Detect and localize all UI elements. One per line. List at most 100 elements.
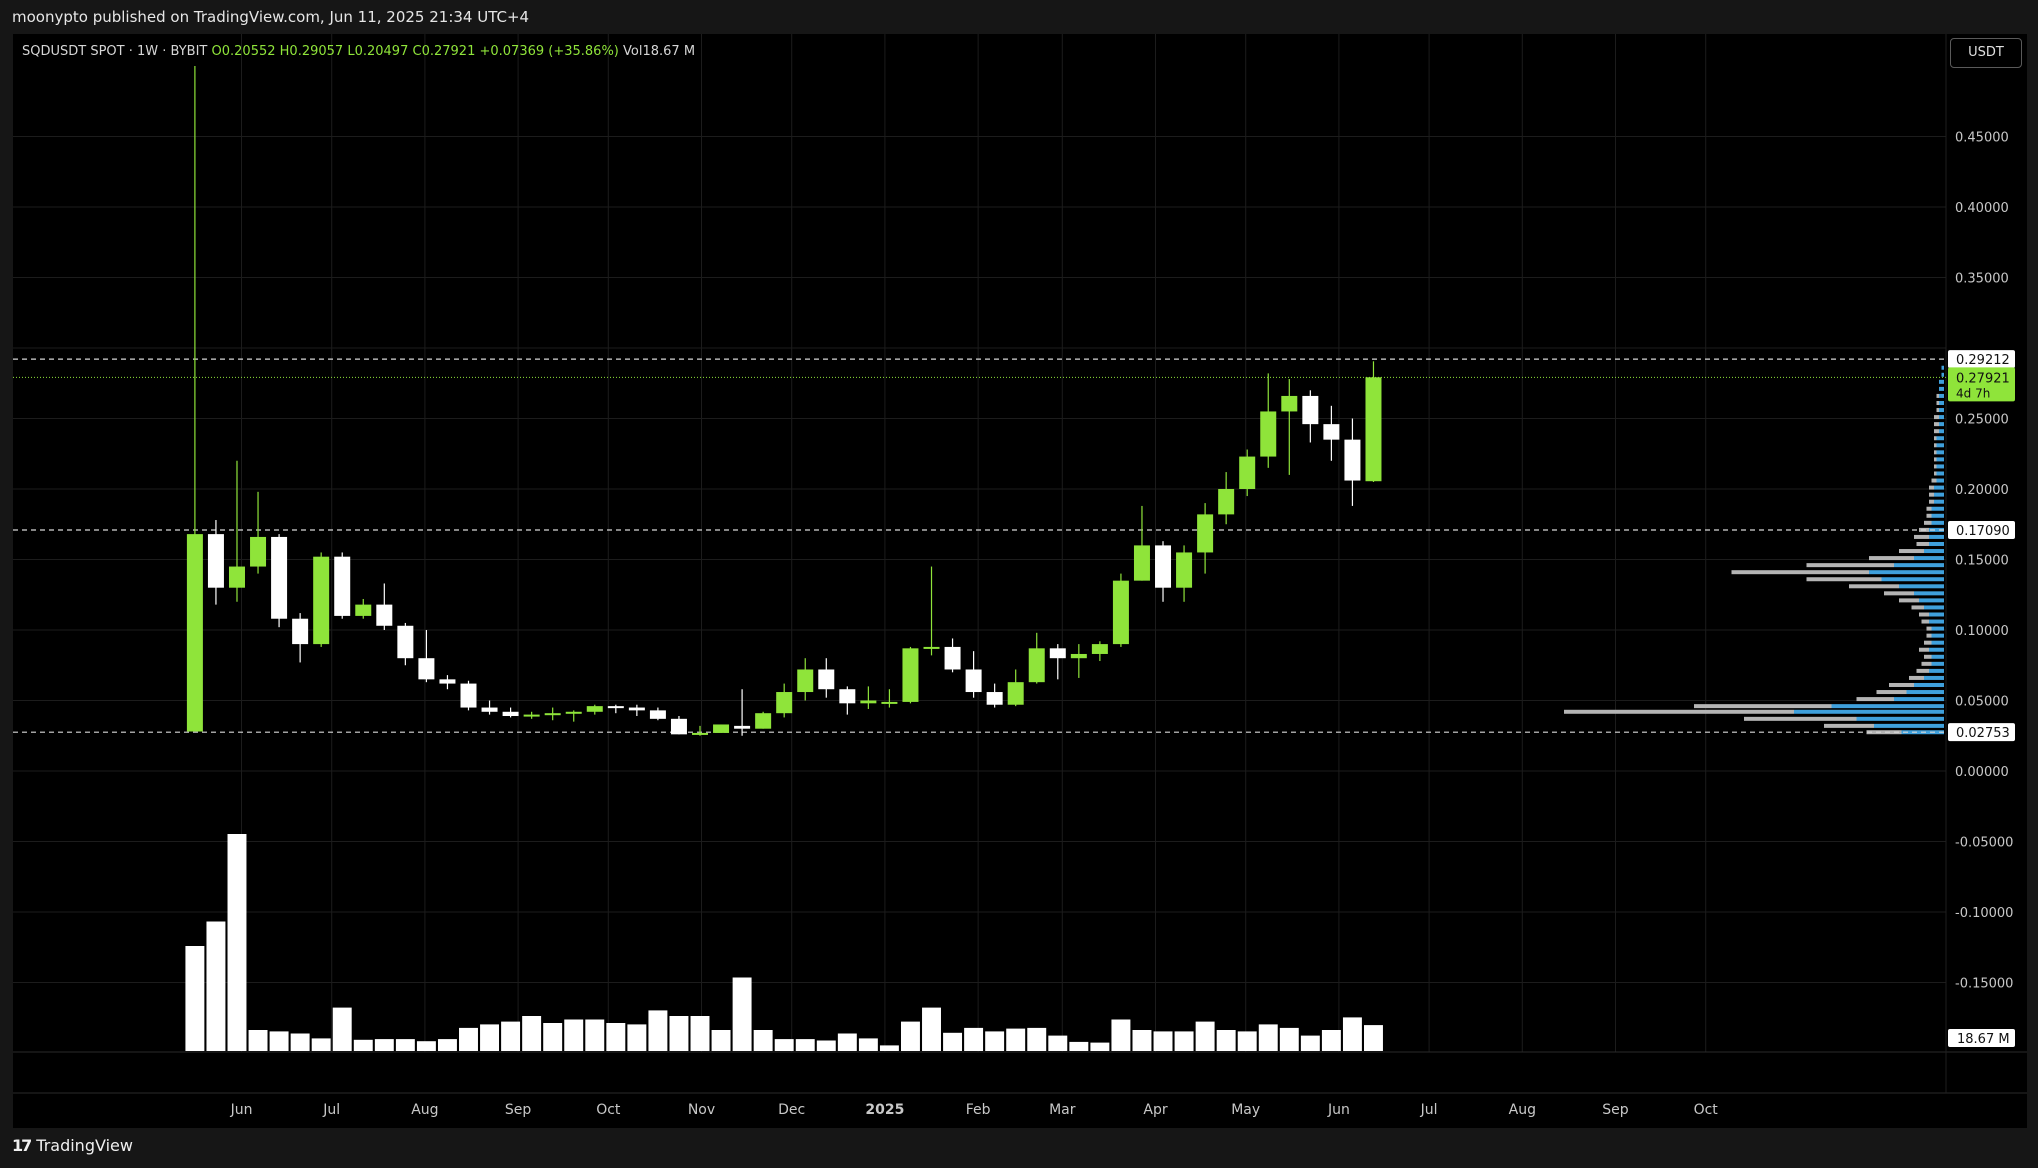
vp-down-bar: [1934, 415, 1939, 420]
vp-down-bar: [1934, 464, 1937, 469]
volume-bar: [732, 977, 752, 1051]
vp-up-bar: [1931, 513, 1944, 518]
volume-bar: [522, 1016, 542, 1051]
volume-bar: [1090, 1042, 1110, 1051]
vp-down-bar: [1919, 612, 1929, 617]
volume-bar: [985, 1031, 1005, 1051]
vp-down-bar: [1934, 457, 1937, 462]
vp-up-bar: [1931, 661, 1944, 666]
change-value: +0.07369 (+35.86%): [479, 44, 619, 59]
volume-bars: [185, 834, 1383, 1051]
vp-up-bar: [1934, 492, 1944, 497]
candle-body: [481, 707, 498, 712]
volume-last-tag: [1948, 1029, 2015, 1047]
candle-body: [1049, 648, 1066, 659]
volume-bar: [943, 1032, 963, 1051]
vp-down-bar: [1934, 443, 1937, 448]
last-price-label: 0.27921: [1956, 371, 2010, 386]
x-tick-label: Sep: [505, 1102, 532, 1118]
y-tick-label: 0.10000: [1955, 624, 2009, 639]
y-tick-label: -0.05000: [1955, 836, 2013, 851]
currency-button[interactable]: USDT: [1950, 38, 2022, 68]
vp-up-bar: [1939, 400, 1944, 405]
candle-body: [1218, 489, 1235, 515]
vp-down-bar: [1824, 723, 1874, 728]
low-value: L0.20497: [347, 44, 409, 59]
volume-bar: [900, 1021, 920, 1051]
vp-up-bar: [1931, 654, 1944, 659]
x-tick-label: Oct: [596, 1102, 621, 1118]
volume-bar: [1342, 1017, 1362, 1051]
brand-label: TradingView: [36, 1136, 133, 1155]
volume-bar: [795, 1039, 815, 1051]
vp-down-bar: [1929, 492, 1934, 497]
volume-last-label: 18.67 M: [1957, 1032, 2010, 1047]
volume-bar: [374, 1039, 394, 1051]
volume-bar: [1069, 1041, 1089, 1051]
vp-up-bar: [1931, 626, 1944, 631]
candle-body: [923, 646, 940, 649]
candle-body: [755, 713, 772, 729]
price-level-tag: [1948, 723, 2015, 742]
candle-body: [902, 648, 919, 702]
vp-up-bar: [1874, 723, 1944, 728]
vp-down-bar: [1926, 633, 1932, 638]
vp-down-bar: [1856, 697, 1894, 702]
symbol-label[interactable]: SQDUSDT SPOT · 1W · BYBIT: [22, 44, 208, 59]
volume-bar: [711, 1030, 731, 1051]
volume-bar: [753, 1030, 773, 1051]
vp-down-bar: [1934, 429, 1939, 434]
volume-value: Vol18.67 M: [623, 44, 696, 59]
vp-up-bar: [1924, 675, 1944, 680]
candle-body: [565, 711, 582, 714]
vp-down-bar: [1934, 422, 1939, 427]
countdown-label: 4d 7h: [1956, 386, 1990, 400]
vp-down-bar: [1911, 605, 1924, 610]
candle-body: [649, 710, 666, 719]
vp-down-bar: [1876, 690, 1907, 695]
candle-body: [1155, 545, 1172, 588]
volume-bar: [1364, 1025, 1383, 1051]
candle-body: [1133, 545, 1150, 581]
vp-up-bar: [1936, 450, 1944, 455]
vp-down-bar: [1849, 584, 1899, 589]
vp-up-bar: [1941, 372, 1944, 377]
vp-up-bar: [1831, 704, 1944, 709]
vp-up-bar: [1931, 520, 1944, 525]
vp-up-bar: [1939, 429, 1944, 434]
publisher-caption: moonypto published on TradingView.com, J…: [12, 8, 530, 26]
candle-body: [1028, 648, 1045, 683]
candle-body: [439, 679, 456, 684]
price-level-tag: [1948, 350, 2015, 369]
volume-bar: [1321, 1030, 1341, 1051]
vp-up-bar: [1936, 443, 1944, 448]
y-tick-label: 0.25000: [1955, 413, 2009, 428]
volume-bar: [648, 1010, 668, 1051]
vp-up-bar: [1929, 534, 1944, 539]
tradingview-brand[interactable]: 17 TradingView: [12, 1136, 133, 1155]
candle-body: [1365, 377, 1382, 482]
vp-up-bar: [1939, 408, 1944, 413]
volume-bar: [332, 1007, 352, 1051]
volume-bar: [543, 1023, 563, 1051]
candle-body: [1176, 552, 1193, 588]
vp-up-bar: [1919, 598, 1944, 603]
vp-up-bar: [1906, 690, 1944, 695]
candle-body: [944, 646, 961, 670]
volume-bar: [922, 1007, 941, 1051]
volume-bar: [1279, 1027, 1299, 1051]
volume-bar: [1027, 1027, 1047, 1051]
candle-body: [734, 725, 751, 729]
volume-bar: [837, 1033, 857, 1051]
vp-down-bar: [1806, 563, 1894, 568]
volume-profile: [1564, 365, 1944, 735]
vp-down-bar: [1921, 661, 1932, 666]
volume-bar: [1006, 1028, 1026, 1051]
volume-bar: [816, 1040, 836, 1051]
candle-body: [839, 689, 856, 704]
volume-bar: [627, 1024, 647, 1051]
volume-bar: [480, 1024, 500, 1051]
x-tick-label: Jun: [1327, 1102, 1350, 1118]
vp-down-bar: [1936, 400, 1939, 405]
